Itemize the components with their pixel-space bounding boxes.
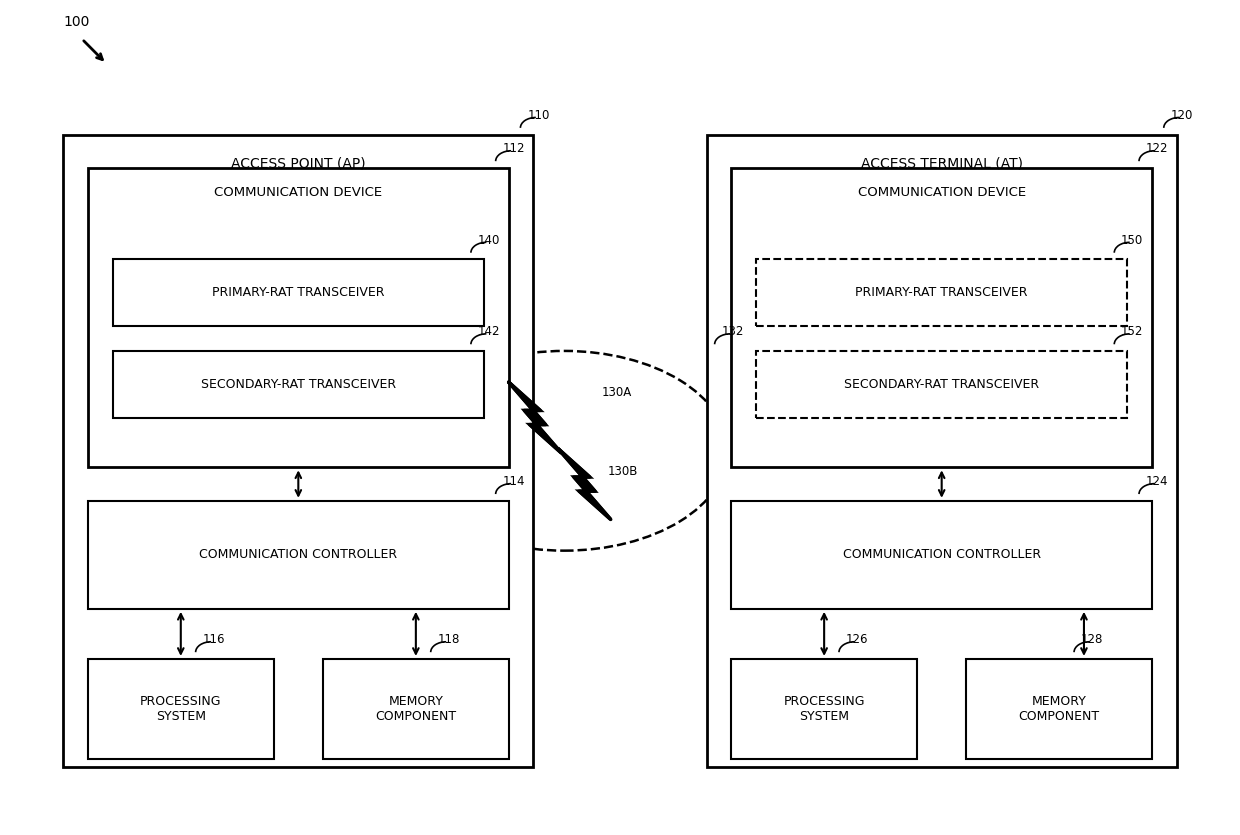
FancyBboxPatch shape xyxy=(756,351,1127,418)
FancyBboxPatch shape xyxy=(324,659,508,759)
Text: 132: 132 xyxy=(722,326,744,338)
Text: MEMORY
COMPONENT: MEMORY COMPONENT xyxy=(1018,695,1100,723)
Text: 116: 116 xyxy=(202,634,224,646)
FancyBboxPatch shape xyxy=(88,168,508,468)
Text: SECONDARY-RAT TRANSCEIVER: SECONDARY-RAT TRANSCEIVER xyxy=(844,377,1039,391)
FancyBboxPatch shape xyxy=(732,168,1152,468)
Text: 112: 112 xyxy=(502,142,525,155)
FancyBboxPatch shape xyxy=(63,134,533,767)
Text: COMMUNICATION CONTROLLER: COMMUNICATION CONTROLLER xyxy=(200,549,397,561)
FancyBboxPatch shape xyxy=(732,659,916,759)
Text: SECONDARY-RAT TRANSCEIVER: SECONDARY-RAT TRANSCEIVER xyxy=(201,377,396,391)
Text: 114: 114 xyxy=(502,475,525,488)
Text: COMMUNICATION DEVICE: COMMUNICATION DEVICE xyxy=(858,186,1025,200)
Text: COMMUNICATION CONTROLLER: COMMUNICATION CONTROLLER xyxy=(843,549,1040,561)
Text: 142: 142 xyxy=(477,326,500,338)
Text: PROCESSING
SYSTEM: PROCESSING SYSTEM xyxy=(140,695,222,723)
Polygon shape xyxy=(558,448,611,519)
Text: PRIMARY-RAT TRANSCEIVER: PRIMARY-RAT TRANSCEIVER xyxy=(212,286,384,299)
Text: 130B: 130B xyxy=(608,465,639,478)
FancyBboxPatch shape xyxy=(113,351,484,418)
Text: 110: 110 xyxy=(527,109,549,122)
FancyBboxPatch shape xyxy=(966,659,1152,759)
Text: 126: 126 xyxy=(846,634,868,646)
Text: 124: 124 xyxy=(1146,475,1168,488)
Text: PRIMARY-RAT TRANSCEIVER: PRIMARY-RAT TRANSCEIVER xyxy=(856,286,1028,299)
FancyBboxPatch shape xyxy=(756,260,1127,326)
Text: 150: 150 xyxy=(1121,234,1143,247)
Text: ACCESS POINT (AP): ACCESS POINT (AP) xyxy=(231,157,366,170)
Text: 122: 122 xyxy=(1146,142,1168,155)
Text: 100: 100 xyxy=(63,15,89,29)
Polygon shape xyxy=(508,382,562,453)
Text: 152: 152 xyxy=(1121,326,1143,338)
FancyBboxPatch shape xyxy=(732,501,1152,609)
FancyBboxPatch shape xyxy=(88,501,508,609)
Text: PROCESSING
SYSTEM: PROCESSING SYSTEM xyxy=(784,695,864,723)
Text: MEMORY
COMPONENT: MEMORY COMPONENT xyxy=(376,695,456,723)
Text: 130A: 130A xyxy=(601,386,631,399)
FancyBboxPatch shape xyxy=(707,134,1177,767)
Text: 128: 128 xyxy=(1081,634,1104,646)
FancyBboxPatch shape xyxy=(113,260,484,326)
Text: COMMUNICATION DEVICE: COMMUNICATION DEVICE xyxy=(215,186,382,200)
Ellipse shape xyxy=(401,351,728,550)
Text: 120: 120 xyxy=(1171,109,1193,122)
Text: ACCESS TERMINAL (AT): ACCESS TERMINAL (AT) xyxy=(861,157,1023,170)
Text: 140: 140 xyxy=(477,234,500,247)
FancyBboxPatch shape xyxy=(88,659,274,759)
Text: 118: 118 xyxy=(438,634,460,646)
